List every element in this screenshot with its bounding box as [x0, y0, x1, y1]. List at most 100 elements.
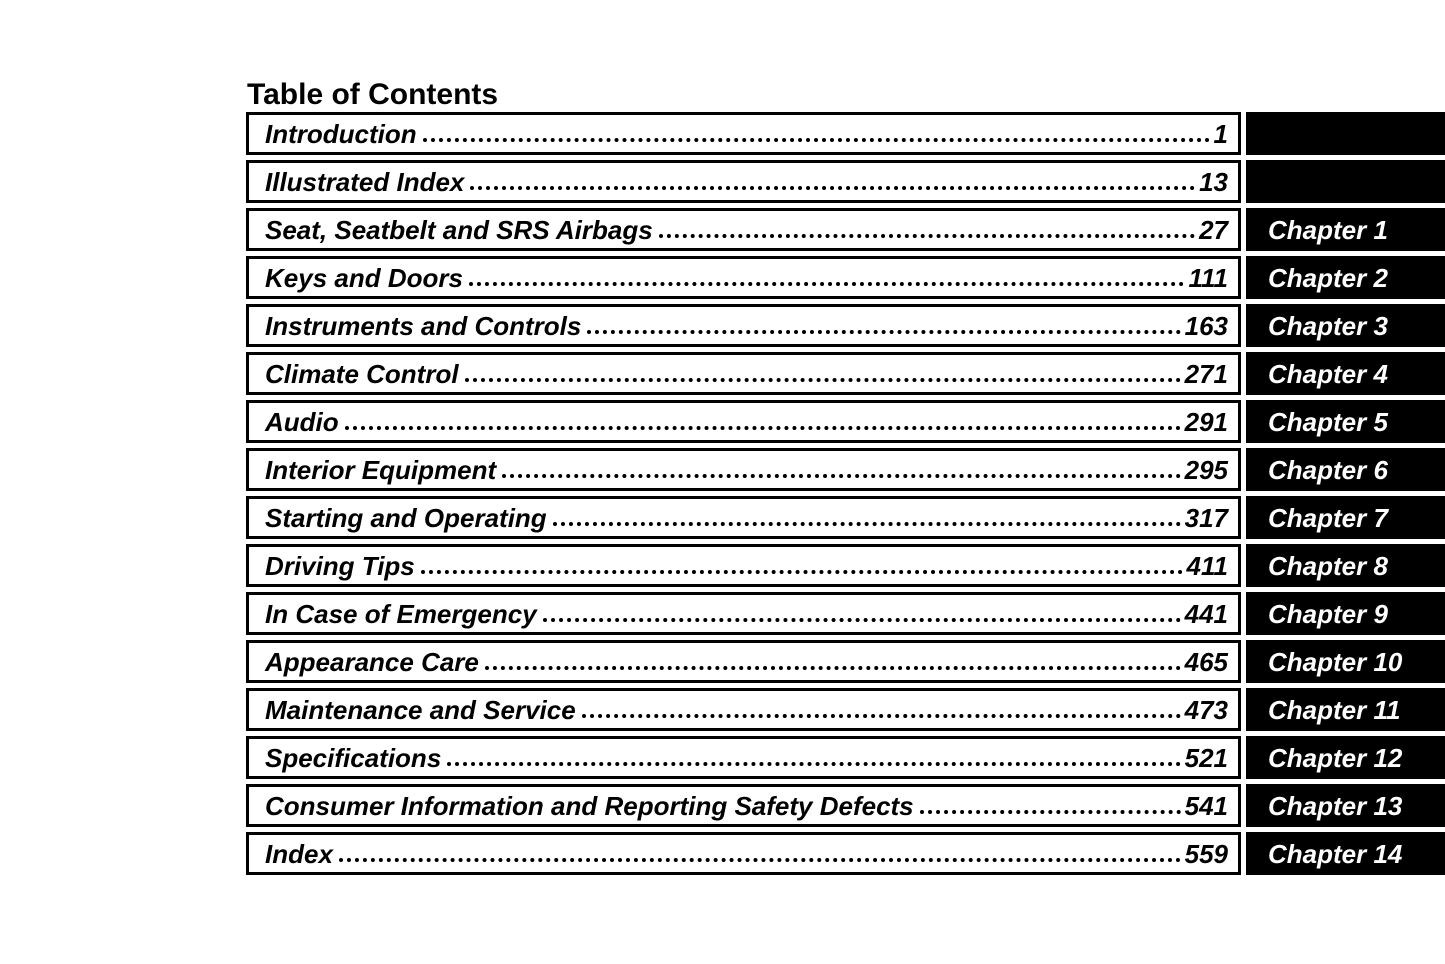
chapter-tab: Chapter 7 [1246, 496, 1445, 539]
chapter-tab: Chapter 1 [1246, 208, 1445, 251]
toc-row: Seat, Seatbelt and SRS Airbags 27 Chapte… [246, 208, 1445, 251]
toc-entry: Instruments and Controls 163 [246, 304, 1241, 347]
dot-leader [502, 473, 1181, 478]
toc-row: Driving Tips 411 Chapter 8 [246, 544, 1445, 587]
chapter-tab-label: Chapter 6 [1268, 454, 1388, 485]
dot-leader [658, 233, 1196, 238]
chapter-tab-label: Chapter 13 [1268, 790, 1403, 821]
toc-entry-page: 473 [1184, 694, 1228, 725]
toc-entry: In Case of Emergency 441 [246, 592, 1241, 635]
toc-entry-page: 1 [1213, 118, 1228, 149]
chapter-tab: Chapter 11 [1246, 688, 1445, 731]
chapter-tab: Chapter 13 [1246, 784, 1445, 827]
toc-entry: Maintenance and Service 473 [246, 688, 1241, 731]
toc-entry-title: In Case of Emergency [265, 598, 537, 629]
chapter-tab: Chapter 8 [1246, 544, 1445, 587]
chapter-tab: Chapter 4 [1246, 352, 1445, 395]
toc-entry-page: 441 [1184, 598, 1228, 629]
toc-entry-page: 13 [1199, 166, 1228, 197]
toc-entry-title: Illustrated Index [265, 166, 465, 197]
dot-leader [581, 713, 1181, 718]
toc-row: Audio 291 Chapter 5 [246, 400, 1445, 443]
toc-entry-title: Consumer Information and Reporting Safet… [265, 790, 914, 821]
toc-entry-title: Appearance Care [265, 646, 479, 677]
chapter-tab-label: Chapter 8 [1268, 550, 1388, 581]
toc-row: Consumer Information and Reporting Safet… [246, 784, 1445, 827]
toc-entry: Introduction 1 [246, 112, 1241, 155]
toc-entry-title: Instruments and Controls [265, 310, 582, 341]
toc-entry-title: Index [265, 838, 333, 869]
dot-leader [338, 857, 1181, 862]
toc-entry-page: 411 [1186, 550, 1228, 581]
toc-entry-page: 163 [1184, 310, 1228, 341]
toc-entry: Index 559 [246, 832, 1241, 875]
dot-leader [552, 521, 1181, 526]
chapter-tab-label: Chapter 14 [1268, 838, 1403, 869]
chapter-tab [1246, 112, 1445, 155]
dot-leader [468, 281, 1185, 286]
dot-leader [447, 761, 1181, 766]
toc-entry-page: 317 [1184, 502, 1228, 533]
toc-entry: Interior Equipment 295 [246, 448, 1241, 491]
toc-entry-title: Starting and Operating [265, 502, 547, 533]
chapter-tab: Chapter 2 [1246, 256, 1445, 299]
toc-entry-title: Introduction [265, 118, 417, 149]
toc-row: Specifications 521 Chapter 12 [246, 736, 1445, 779]
toc-entry-page: 271 [1184, 358, 1228, 389]
chapter-tab-label: Chapter 1 [1268, 214, 1388, 245]
dot-leader [470, 185, 1196, 190]
chapter-tab-label: Chapter 12 [1268, 742, 1403, 773]
toc-row: Instruments and Controls 163 Chapter 3 [246, 304, 1445, 347]
toc-entry-title: Keys and Doors [265, 262, 463, 293]
chapter-tab-label: Chapter 5 [1268, 406, 1388, 437]
chapter-tab: Chapter 10 [1246, 640, 1445, 683]
chapter-tab: Chapter 14 [1246, 832, 1445, 875]
toc-entry: Illustrated Index 13 [246, 160, 1241, 203]
toc-entry-page: 521 [1184, 742, 1228, 773]
toc-entry-title: Seat, Seatbelt and SRS Airbags [265, 214, 653, 245]
toc-row: Climate Control 271 Chapter 4 [246, 352, 1445, 395]
chapter-tab: Chapter 3 [1246, 304, 1445, 347]
toc-entry: Consumer Information and Reporting Safet… [246, 784, 1241, 827]
chapter-tab-label: Chapter 9 [1268, 598, 1388, 629]
toc-entry-title: Interior Equipment [265, 454, 497, 485]
chapter-tab: Chapter 9 [1246, 592, 1445, 635]
toc-entry-title: Audio [265, 406, 339, 437]
page-title: Table of Contents [247, 78, 499, 112]
chapter-tab-label: Chapter 7 [1268, 502, 1388, 533]
toc-entry-title: Driving Tips [265, 550, 415, 581]
dot-leader [587, 329, 1181, 334]
chapter-tab-label: Chapter 2 [1268, 262, 1388, 293]
chapter-tab-label: Chapter 4 [1268, 358, 1388, 389]
toc-row: Interior Equipment 295 Chapter 6 [246, 448, 1445, 491]
chapter-tab-label: Chapter 11 [1268, 694, 1401, 725]
toc-row: Keys and Doors 111 Chapter 2 [246, 256, 1445, 299]
dot-leader [542, 617, 1181, 622]
toc-entry: Starting and Operating 317 [246, 496, 1241, 539]
toc-row: Introduction 1 [246, 112, 1445, 155]
chapter-tab: Chapter 5 [1246, 400, 1445, 443]
dot-leader [344, 425, 1181, 430]
chapter-tab-label: Chapter 10 [1268, 646, 1403, 677]
toc-entry: Seat, Seatbelt and SRS Airbags 27 [246, 208, 1241, 251]
chapter-tab-label: Chapter 3 [1268, 310, 1388, 341]
toc-entry-page: 295 [1184, 454, 1228, 485]
toc-entry-page: 111 [1188, 262, 1228, 293]
toc-entry-page: 559 [1184, 838, 1228, 869]
dot-leader [484, 665, 1181, 670]
toc-row: Appearance Care 465 Chapter 10 [246, 640, 1445, 683]
toc-row: Maintenance and Service 473 Chapter 11 [246, 688, 1445, 731]
dot-leader [420, 569, 1183, 574]
toc-entry-title: Maintenance and Service [265, 694, 576, 725]
toc-entry-title: Climate Control [265, 358, 459, 389]
chapter-tab: Chapter 12 [1246, 736, 1445, 779]
chapter-tab: Chapter 6 [1246, 448, 1445, 491]
toc-entry: Keys and Doors 111 [246, 256, 1241, 299]
dot-leader [422, 137, 1210, 142]
toc-entry: Audio 291 [246, 400, 1241, 443]
toc-entry-page: 541 [1184, 790, 1228, 821]
toc-entry-page: 27 [1199, 214, 1228, 245]
toc-entry-page: 291 [1184, 406, 1228, 437]
toc-entry-page: 465 [1184, 646, 1228, 677]
toc-list: Introduction 1 Illustrated Index 13 Seat… [246, 112, 1445, 880]
